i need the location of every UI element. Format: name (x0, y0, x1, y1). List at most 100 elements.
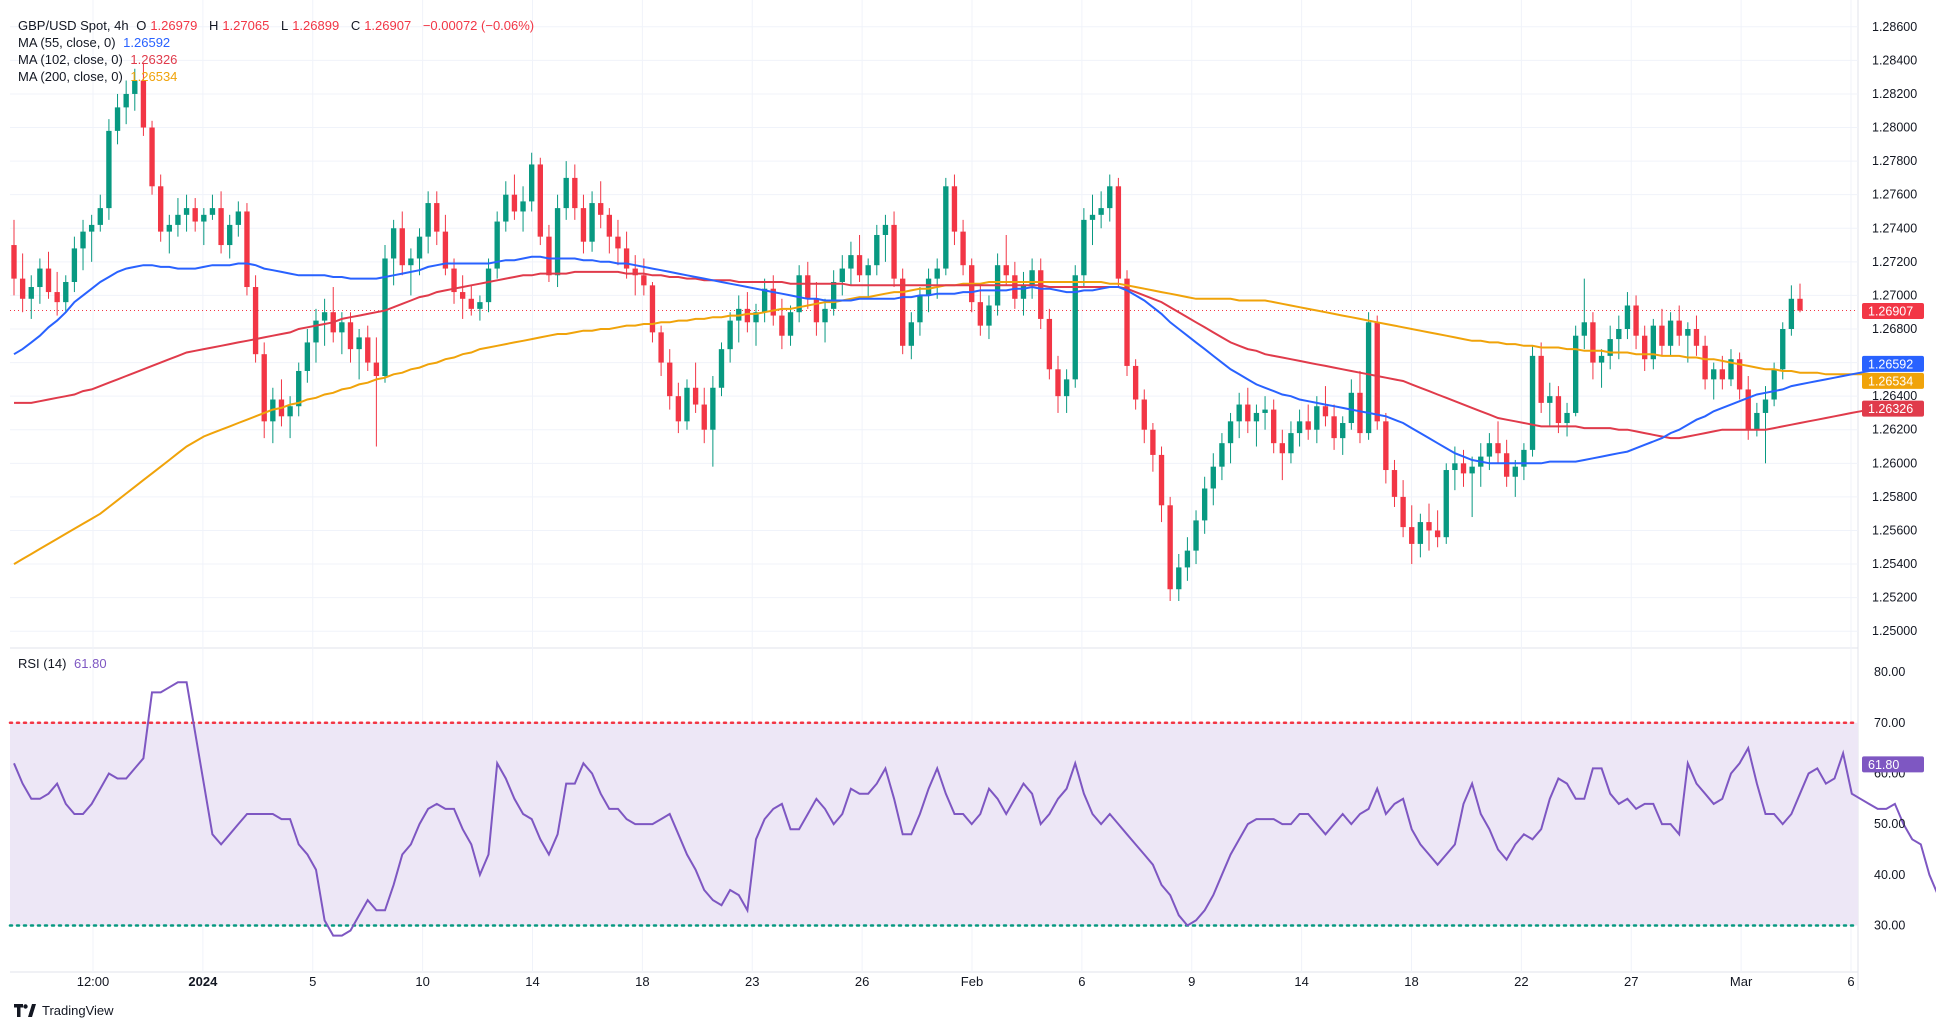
legend-ma200[interactable]: MA (200, close, 0) 1.26534 (18, 68, 181, 85)
candle-body (1089, 214, 1096, 220)
price-tick-label: 1.26800 (1872, 322, 1917, 336)
candle (770, 275, 776, 326)
candle (477, 295, 483, 321)
candle-body (1409, 527, 1415, 544)
candle (1762, 386, 1769, 464)
candle (1279, 429, 1285, 481)
candle-body (546, 236, 552, 276)
price-tick-label: 1.28200 (1872, 87, 1917, 101)
ma102-label: MA (102, close, 0) (18, 52, 123, 67)
candle-body (882, 224, 889, 235)
candle (1357, 370, 1363, 444)
price-tick-label: 1.28400 (1872, 53, 1917, 67)
rsi-series (13, 681, 1936, 937)
candle (114, 93, 121, 145)
candle-body (425, 203, 431, 237)
candle (1564, 402, 1570, 437)
open-label: O (136, 18, 147, 33)
candle-body (1685, 329, 1691, 336)
candle (1305, 404, 1311, 440)
candle (54, 271, 60, 316)
candle (19, 253, 26, 313)
candle-body (632, 268, 638, 276)
candle (1201, 476, 1208, 534)
candle (1322, 386, 1329, 427)
change-value: −0.00072 (−0.06%) (422, 18, 535, 33)
candle-body (175, 214, 181, 225)
rsi-value: 61.80 (74, 656, 107, 671)
candle-body (1572, 335, 1579, 413)
candle-body (1210, 466, 1216, 489)
legend-ma102[interactable]: MA (102, close, 0) 1.26326 (18, 51, 181, 68)
candle-body (1469, 466, 1475, 474)
candle (874, 224, 880, 276)
rsi-current-label-bg (1862, 756, 1924, 773)
candle (761, 278, 768, 323)
ma55-label: MA (55, close, 0) (18, 35, 116, 50)
candle (442, 214, 449, 276)
candle-body (1633, 305, 1639, 336)
candle (1667, 312, 1674, 356)
candle-body (1176, 567, 1182, 590)
candle (416, 228, 423, 276)
candle-body (1676, 320, 1682, 336)
candle (1271, 399, 1277, 454)
candle-body (1288, 433, 1294, 454)
ma102-line (14, 270, 1878, 440)
candle (589, 191, 595, 252)
candle-body (589, 203, 595, 242)
candle-body (37, 268, 43, 288)
candle-body (520, 201, 526, 212)
candle-body (1434, 530, 1441, 538)
candle (1797, 283, 1803, 313)
candle-body (149, 127, 155, 187)
candle-body (977, 302, 984, 326)
close-value: 1.26907 (364, 18, 412, 33)
candle (11, 219, 17, 296)
candle (934, 258, 940, 299)
candle-body (1141, 399, 1147, 430)
candle (1409, 505, 1415, 565)
candle-body (891, 224, 897, 279)
candle (736, 295, 742, 343)
candle-body (1616, 329, 1622, 340)
candle-body (900, 278, 906, 346)
time-axis[interactable]: 12:00 2024 5 10 14 18 23 26 Feb 6 9 14 18 22 27 Mar 6 (77, 974, 1855, 989)
candle (1538, 342, 1544, 413)
candle-body (615, 236, 621, 249)
candle (1003, 234, 1009, 286)
price-label: 1.26907 (1862, 303, 1924, 320)
candle (88, 214, 95, 262)
candle (1340, 416, 1346, 455)
candle (1529, 345, 1536, 457)
time-tick-label: 22 (1514, 974, 1528, 989)
price-tick-label: 1.27400 (1872, 221, 1917, 235)
candle (347, 312, 354, 363)
candle-body (1236, 404, 1242, 422)
candle-body (1452, 463, 1458, 471)
candle (1081, 208, 1087, 288)
candle-body (684, 387, 690, 422)
candle-body (88, 224, 95, 232)
candle (1736, 352, 1743, 400)
tradingview-logo-icon (14, 1003, 36, 1017)
candle-body (347, 322, 354, 350)
brand[interactable]: TradingView (14, 1003, 114, 1018)
candle (822, 298, 828, 343)
candle-body (1219, 443, 1225, 467)
candle (943, 177, 949, 276)
legend-ma55[interactable]: MA (55, close, 0) 1.26592 (18, 34, 174, 51)
rsi-tick-label: 70.00 (1874, 716, 1905, 730)
legend-rsi[interactable]: RSI (14) 61.80 (18, 655, 111, 672)
price-axis[interactable]: 1.28600 1.28400 1.28200 1.28000 1.27800 1.276… (1862, 20, 1924, 638)
candle-body (1348, 392, 1355, 424)
price-label: 1.26592 (1862, 355, 1924, 372)
candle (382, 245, 388, 383)
candle-body (1340, 423, 1346, 439)
candle-body (1305, 421, 1311, 430)
candle (805, 261, 811, 309)
candle-body (761, 288, 768, 313)
candle (1676, 305, 1682, 346)
